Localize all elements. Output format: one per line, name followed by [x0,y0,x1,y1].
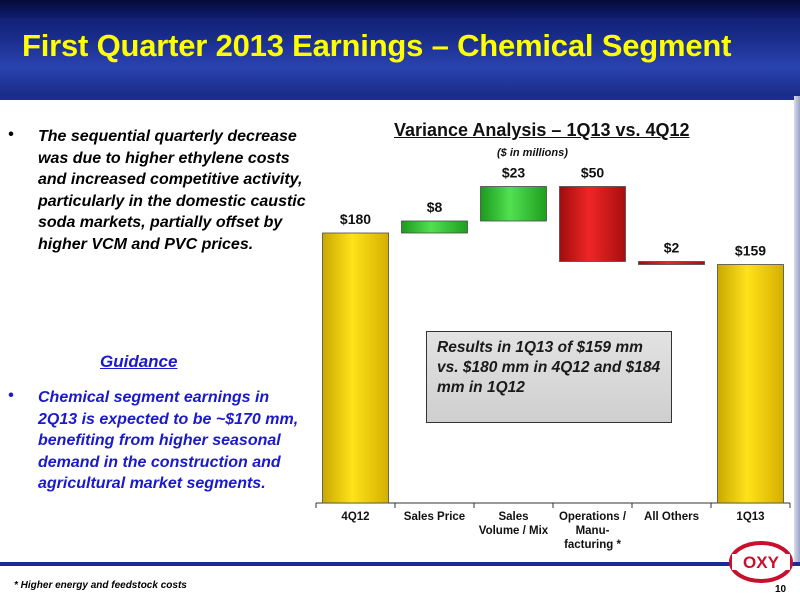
slide-title: First Quarter 2013 Earnings – Chemical S… [22,28,732,63]
bar [480,186,547,222]
x-tick-label-line: facturing * [564,539,621,551]
guidance-bullet: Chemical segment earnings in 2Q13 is exp… [38,389,299,492]
x-tick-label-line: 4Q12 [341,511,369,523]
data-label: $8 [427,199,443,215]
bar [638,261,705,265]
x-tick-label: Sales Volume / Mix [479,511,549,537]
x-tick-label-line: All Others [644,511,699,523]
x-tick-label-line: Manu- [576,525,610,537]
x-tick-label: All Others [644,511,699,523]
footer-divider [0,562,800,566]
x-tick-label-line: Volume / Mix [479,525,549,537]
title-banner: First Quarter 2013 Earnings – Chemical S… [0,0,800,96]
footnote: * Higher energy and feedstock costs [14,580,187,591]
title-banner-top-band [0,0,800,18]
x-tick-label-line: Operations / [559,511,627,523]
data-label: $2 [664,240,680,256]
guidance-heading: Guidance [100,352,178,371]
bar [717,264,784,504]
x-tick-label-line: Sales Price [404,511,465,523]
bullet-marker: • [8,126,14,143]
bar [401,220,468,234]
commentary-bullet: The sequential quarterly decrease was du… [38,128,306,253]
chart-subtitle: ($ in millions) [497,147,568,159]
x-tick-label-line: Sales [498,511,528,523]
x-tick-label: 1Q13 [736,511,764,523]
bar [322,232,389,504]
page-number: 10 [775,584,787,595]
bar [559,186,626,262]
logo-wordmark: OXY [743,553,780,572]
bullet-marker: • [8,387,14,404]
data-label: $180 [340,211,371,227]
oxy-logo-icon: OXY [729,541,793,583]
x-tick-label: Operations / Manu-facturing * [559,511,627,551]
header-divider [0,96,800,100]
results-callout: Results in 1Q13 of $159 mm vs. $180 mm i… [426,331,672,423]
x-tick-label-line: 1Q13 [736,511,764,523]
x-tick-label: 4Q12 [341,511,369,523]
data-label: $23 [502,165,526,181]
chart-title: Variance Analysis – 1Q13 vs. 4Q12 [394,120,690,140]
data-label: $50 [581,165,605,181]
right-edge-bar [794,96,800,566]
data-label: $159 [735,243,766,259]
x-tick-label: Sales Price [404,511,465,523]
